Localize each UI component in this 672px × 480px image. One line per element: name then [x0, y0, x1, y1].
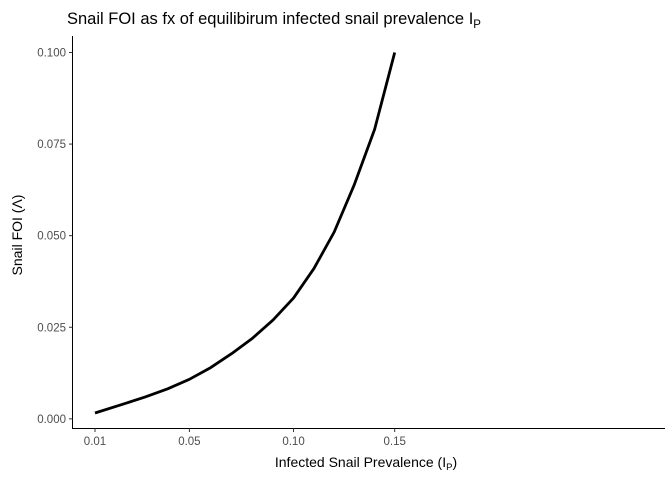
y-tick-label: 0.100	[37, 47, 66, 59]
series-line	[94, 52, 397, 415]
y-tick-label: 0.025	[37, 322, 66, 334]
chart-title: Snail FOI as fx of equilibirum infected …	[67, 10, 481, 31]
y-axis-title: Snail FOI (Λ)	[9, 195, 25, 276]
x-tick-label: 0.05	[178, 436, 200, 448]
series-layer	[94, 52, 397, 415]
y-tick-label: 0.075	[37, 139, 66, 151]
x-tick-label: 0.15	[383, 436, 405, 448]
y-tick-label: 0.000	[37, 414, 66, 426]
x-tick-label: 0.10	[282, 436, 304, 448]
x-axis-title: Infected Snail Prevalence (IP)	[275, 454, 457, 473]
x-axis-ticks: 0.01 0.05 0.10 0.15	[84, 428, 406, 448]
x-tick-label: 0.01	[84, 436, 106, 448]
y-axis-ticks: 0.000 0.025 0.050 0.075 0.100	[37, 47, 73, 426]
y-tick-label: 0.050	[37, 231, 66, 243]
